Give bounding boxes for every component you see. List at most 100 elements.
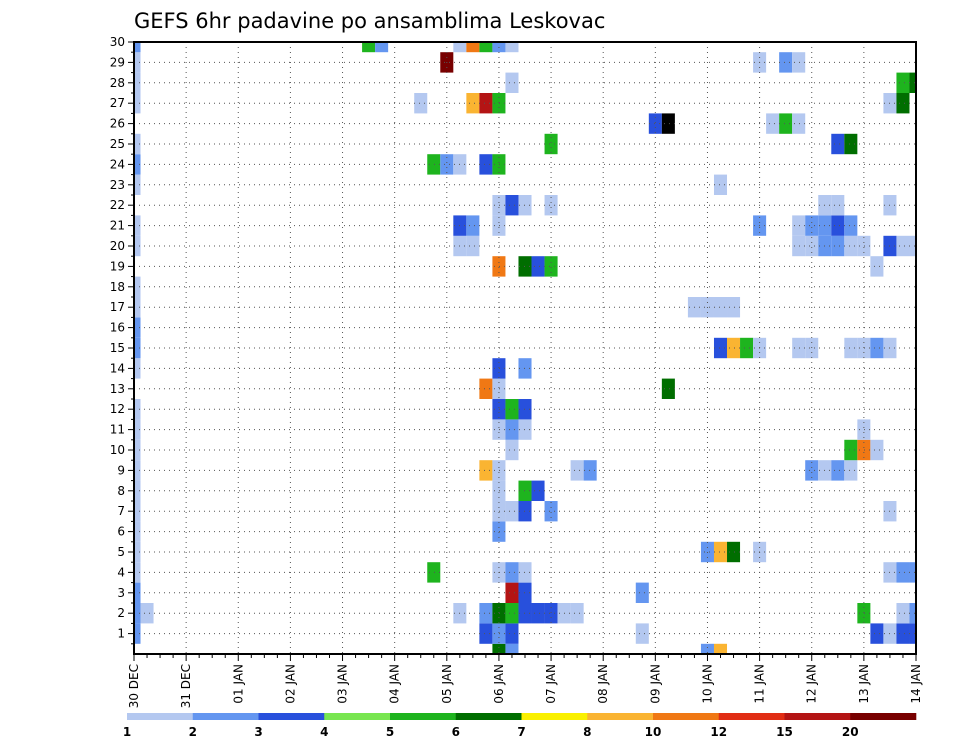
legend-swatch bbox=[718, 713, 785, 720]
legend-swatch bbox=[784, 713, 851, 720]
heatmap-cell bbox=[544, 603, 558, 624]
heatmap-cell bbox=[505, 399, 519, 420]
legend-label: 4 bbox=[320, 725, 328, 739]
heatmap-cell bbox=[531, 256, 545, 277]
legend-swatch bbox=[521, 713, 588, 720]
heatmap-cell bbox=[134, 501, 141, 522]
heatmap-cell bbox=[492, 501, 506, 522]
heatmap-cell bbox=[134, 215, 141, 236]
heatmap-cell bbox=[134, 480, 141, 501]
heatmap-cell bbox=[648, 113, 662, 134]
x-tick-label: 06 JAN bbox=[492, 664, 506, 704]
heatmap-cell bbox=[505, 562, 519, 583]
heatmap-cell bbox=[466, 235, 480, 257]
x-tick-label: 14 JAN bbox=[909, 664, 923, 704]
y-tick-label: 24 bbox=[110, 157, 125, 171]
heatmap-cell bbox=[635, 582, 649, 603]
heatmap-cell bbox=[505, 195, 519, 216]
heatmap-cell bbox=[727, 297, 741, 318]
heatmap-cell bbox=[570, 603, 584, 624]
heatmap-cell bbox=[766, 113, 780, 134]
heatmap-cell bbox=[857, 419, 871, 440]
heatmap-cell bbox=[479, 93, 493, 114]
heatmap-cell bbox=[505, 623, 519, 644]
legend-swatch bbox=[127, 713, 194, 720]
legend-label: 6 bbox=[452, 725, 460, 739]
heatmap-cell bbox=[909, 235, 916, 257]
y-tick-label: 20 bbox=[110, 239, 125, 253]
heatmap-cell bbox=[492, 623, 506, 644]
heatmap-cell bbox=[492, 256, 506, 277]
heatmap-cell bbox=[896, 72, 910, 93]
x-tick-label: 07 JAN bbox=[544, 664, 558, 704]
y-tick-label: 17 bbox=[110, 300, 125, 314]
grid-lines bbox=[134, 41, 916, 654]
heatmap-cell bbox=[544, 133, 558, 155]
heatmap-cell bbox=[492, 378, 506, 399]
heatmap-cell bbox=[831, 133, 845, 155]
heatmap-cell bbox=[570, 460, 584, 481]
heatmap-cell bbox=[505, 643, 519, 654]
y-tick-label: 23 bbox=[110, 178, 125, 192]
heatmap-cell bbox=[844, 215, 858, 236]
heatmap-cell bbox=[583, 460, 597, 481]
heatmap-cell bbox=[661, 378, 675, 399]
x-tick-label: 31 DEC bbox=[179, 664, 193, 708]
y-tick-label: 6 bbox=[117, 525, 125, 539]
y-tick-label: 26 bbox=[110, 117, 125, 131]
heatmap-cell bbox=[531, 480, 545, 501]
heatmap-cell bbox=[134, 439, 141, 461]
legend-swatch bbox=[653, 713, 720, 720]
x-tick-label: 10 JAN bbox=[700, 664, 714, 704]
heatmap-cell bbox=[375, 42, 389, 53]
heatmap-cell bbox=[844, 460, 858, 481]
x-tick-label: 02 JAN bbox=[283, 664, 297, 704]
heatmap-cell bbox=[134, 154, 141, 175]
heatmap-cell bbox=[134, 72, 141, 93]
x-tick-label: 11 JAN bbox=[753, 664, 767, 704]
heatmap-cell bbox=[635, 623, 649, 644]
legend-swatch bbox=[324, 713, 391, 720]
heatmap-cell bbox=[831, 215, 845, 236]
heatmap-cell bbox=[727, 337, 741, 359]
x-tick-label: 12 JAN bbox=[805, 664, 819, 704]
heatmap-cell bbox=[134, 297, 141, 318]
y-tick-label: 3 bbox=[117, 586, 125, 600]
heatmap-cell bbox=[492, 643, 506, 654]
heatmap-cell bbox=[779, 113, 793, 134]
heatmap-cell bbox=[466, 215, 480, 236]
heatmap-cell bbox=[479, 460, 493, 481]
heatmap-cell bbox=[857, 235, 871, 257]
y-tick-label: 7 bbox=[117, 504, 125, 518]
heatmap-cell bbox=[792, 235, 806, 257]
y-tick-label: 15 bbox=[110, 341, 125, 355]
heatmap-cell bbox=[844, 337, 858, 359]
heatmap-cell bbox=[134, 562, 141, 583]
heatmap-cell bbox=[492, 480, 506, 501]
heatmap-cell bbox=[134, 133, 141, 155]
heatmap-cell bbox=[896, 623, 910, 644]
chart-title: GEFS 6hr padavine po ansamblima Leskovac bbox=[134, 9, 605, 33]
heatmap-cell bbox=[140, 603, 154, 624]
heatmap-cell bbox=[713, 541, 728, 563]
heatmap-cell bbox=[713, 297, 728, 318]
heatmap-cell bbox=[134, 399, 141, 420]
heatmap-cell bbox=[844, 439, 858, 461]
legend-label: 2 bbox=[189, 725, 197, 739]
heatmap-cell bbox=[505, 42, 519, 53]
heatmap-cell bbox=[134, 42, 141, 53]
heatmap-cell bbox=[831, 195, 845, 216]
legend-label: 12 bbox=[710, 725, 727, 739]
y-tick-label: 5 bbox=[117, 545, 125, 559]
heatmap-cell bbox=[134, 235, 141, 257]
heatmap-cell bbox=[544, 256, 558, 277]
heatmap-cell bbox=[492, 521, 506, 542]
heatmap-cell bbox=[505, 72, 519, 93]
legend-label: 5 bbox=[386, 725, 394, 739]
heatmap-cell bbox=[479, 603, 493, 624]
heatmap-cell bbox=[896, 562, 910, 583]
heatmap-cell bbox=[492, 358, 506, 379]
heatmap-cell bbox=[805, 215, 819, 236]
y-tick-label: 25 bbox=[110, 137, 125, 151]
x-tick-label: 03 JAN bbox=[336, 664, 350, 704]
